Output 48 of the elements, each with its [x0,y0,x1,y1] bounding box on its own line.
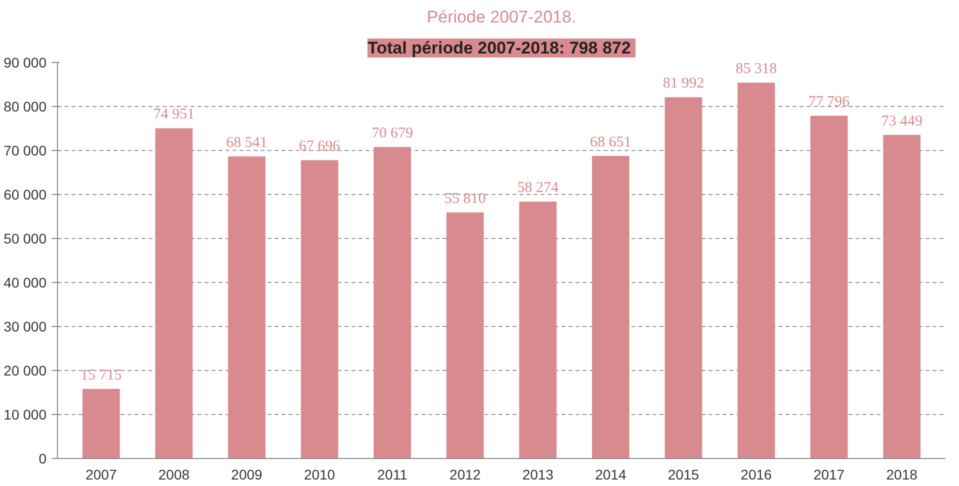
x-tick-label: 2014 [595,466,626,482]
y-tick-label: 50 000 [4,230,47,246]
x-tick-label: 2018 [886,466,918,482]
bar [519,202,557,458]
y-tick-label: 30 000 [4,318,47,334]
data-label: 77 796 [808,94,850,110]
data-label: 74 951 [153,106,195,123]
x-tick-label: 2016 [740,466,772,482]
data-label: 55 810 [444,190,486,207]
data-label: 81 992 [662,76,704,92]
y-tick-label: 10 000 [4,406,47,422]
x-tick-label: 2012 [450,466,481,482]
chart-title: Total période 2007-2018: 798 872 [367,38,631,58]
x-tick-label: 2010 [304,466,336,482]
x-tick-label: 2007 [86,466,117,482]
x-tick-label: 2009 [231,466,263,482]
bar [664,97,702,458]
bar [738,82,775,458]
bar [374,147,412,458]
y-tick-label: 0 [38,450,47,466]
bar [155,128,193,458]
y-tick-label: 90 000 [4,54,47,70]
bar [592,156,630,458]
bar [883,134,921,458]
data-label: 67 696 [298,138,341,155]
chart-subtitle: Période 2007-2018. [426,8,576,26]
data-label: 70 679 [372,126,413,142]
data-label: 68 651 [590,134,632,150]
data-label: 68 541 [226,134,268,151]
data-label: 58 274 [517,180,560,196]
y-tick-label: 70 000 [4,142,47,158]
data-label: 15 715 [80,367,122,384]
bar [228,156,266,458]
bar [446,212,484,458]
bar [300,160,338,458]
bar [82,388,120,458]
x-tick-label: 2013 [522,466,554,482]
y-tick-label: 20 000 [4,362,47,378]
x-tick-label: 2008 [158,466,190,482]
x-tick-label: 2015 [668,466,700,482]
data-label: 85 318 [736,61,777,78]
y-tick-label: 60 000 [4,186,47,202]
data-label: 73 449 [881,113,922,130]
y-tick-label: 40 000 [4,274,47,290]
bar [810,116,848,458]
y-tick-label: 80 000 [4,98,47,114]
x-tick-label: 2017 [813,466,845,482]
x-tick-label: 2011 [377,466,408,482]
